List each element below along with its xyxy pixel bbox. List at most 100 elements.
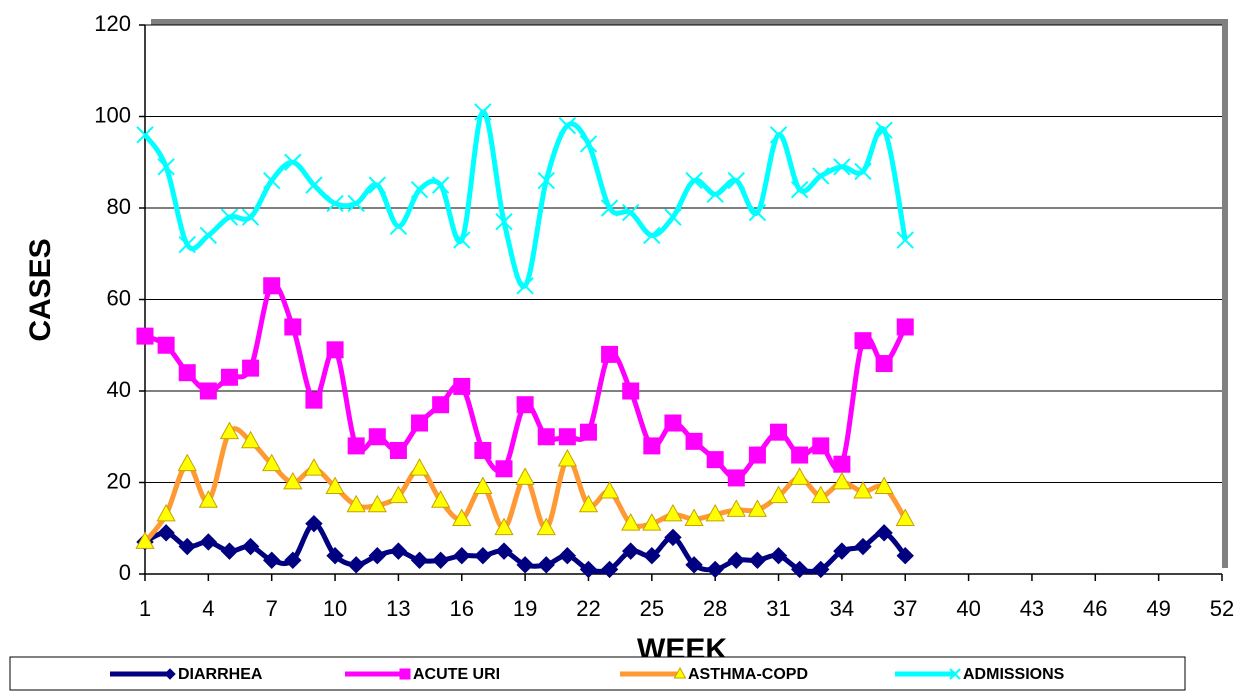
legend-marker <box>164 668 176 680</box>
marker <box>473 476 493 494</box>
marker <box>199 382 217 400</box>
marker <box>389 441 407 459</box>
legend-label: ASTHMA-COPD <box>688 666 808 683</box>
marker <box>220 542 239 560</box>
marker <box>389 542 408 560</box>
x-tick-label: 49 <box>1146 596 1170 621</box>
marker <box>833 158 851 176</box>
legend-box <box>9 656 1186 691</box>
y-tick-label: 100 <box>94 102 131 127</box>
legend-label: DIARRHEA <box>178 666 263 683</box>
marker <box>811 485 831 504</box>
legend-marker <box>399 668 411 680</box>
marker <box>791 446 809 464</box>
marker <box>495 542 513 560</box>
marker <box>812 167 830 185</box>
marker <box>495 213 513 231</box>
marker <box>643 546 661 565</box>
marker <box>747 499 768 517</box>
marker <box>157 336 175 354</box>
marker <box>748 446 766 464</box>
marker <box>284 551 302 569</box>
marker <box>854 537 872 556</box>
marker <box>748 551 767 569</box>
marker <box>621 542 640 560</box>
marker <box>389 217 408 236</box>
marker <box>874 476 894 494</box>
marker <box>346 494 366 513</box>
marker <box>579 423 597 441</box>
marker <box>199 533 218 551</box>
marker <box>621 203 640 222</box>
marker <box>516 396 534 414</box>
marker <box>367 494 387 513</box>
legend-marker <box>949 668 961 680</box>
marker <box>537 556 555 574</box>
x-tick-label: 22 <box>576 596 600 621</box>
x-tick-label: 25 <box>640 596 664 621</box>
marker <box>664 208 682 226</box>
marker <box>388 485 409 504</box>
marker <box>578 494 599 513</box>
marker <box>536 517 556 536</box>
marker <box>178 235 196 254</box>
marker <box>727 469 745 487</box>
legend-marker <box>673 666 687 679</box>
marker <box>347 437 365 455</box>
marker <box>452 508 472 526</box>
marker <box>705 503 725 522</box>
legend: DIARRHEA ACUTE URI ASTHMA-COPD ADMISSIONS <box>110 666 1065 683</box>
marker <box>601 345 619 363</box>
marker <box>284 153 302 171</box>
marker <box>642 513 662 531</box>
marker <box>853 481 873 499</box>
marker <box>599 481 620 499</box>
marker <box>474 441 492 459</box>
x-tick-label: 10 <box>323 596 347 621</box>
marker <box>537 428 555 446</box>
marker <box>706 560 724 579</box>
marker <box>833 455 851 473</box>
marker <box>305 514 323 533</box>
marker <box>220 368 238 386</box>
x-tick-label: 46 <box>1083 596 1107 621</box>
marker <box>558 546 577 565</box>
marker <box>854 332 872 350</box>
marker <box>368 176 387 194</box>
legend-label: ACUTE URI <box>413 666 500 683</box>
marker <box>495 460 513 478</box>
marker <box>178 364 196 382</box>
marker <box>558 116 577 135</box>
marker <box>135 531 155 549</box>
marker <box>812 437 830 455</box>
marker <box>621 513 641 531</box>
marker <box>157 524 175 542</box>
x-tick-label: 13 <box>386 596 410 621</box>
marker <box>241 208 260 226</box>
marker <box>600 560 619 579</box>
x-tick-label: 19 <box>513 596 537 621</box>
legend-label: ADMISSIONS <box>963 666 1065 683</box>
y-axis-title: CASES <box>24 238 57 341</box>
marker <box>242 359 260 377</box>
marker <box>431 490 451 508</box>
marker <box>768 485 789 504</box>
marker <box>474 103 492 121</box>
marker <box>326 546 344 565</box>
x-tick-label: 43 <box>1020 596 1044 621</box>
marker <box>600 199 619 217</box>
marker <box>411 414 429 432</box>
marker <box>326 194 344 213</box>
marker <box>622 382 640 400</box>
marker <box>368 546 387 565</box>
y-tick-label: 0 <box>119 560 131 585</box>
x-tick-label: 31 <box>766 596 790 621</box>
marker <box>748 203 767 222</box>
marker <box>220 208 239 226</box>
marker <box>157 158 175 176</box>
marker <box>136 327 154 345</box>
marker <box>262 453 282 472</box>
x-tick-label: 52 <box>1210 596 1234 621</box>
marker <box>284 318 302 336</box>
marker <box>368 428 386 446</box>
